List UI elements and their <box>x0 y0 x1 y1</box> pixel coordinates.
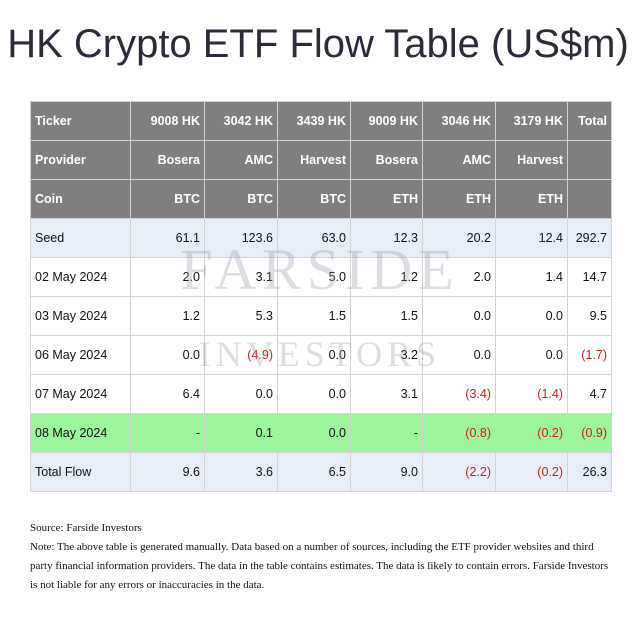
header-cell: AMC <box>204 140 278 180</box>
header-cell: AMC <box>422 140 496 180</box>
table-cell: 63.0 <box>277 218 351 258</box>
header-cell: Harvest <box>495 140 568 180</box>
header-cell: 9009 HK <box>350 101 423 141</box>
table-cell: 5.3 <box>204 296 278 336</box>
table-row: 06 May 2024 0.0 (4.9) 0.0 3.2 0.0 0.0 (1.7) <box>30 335 612 375</box>
table-cell: - <box>350 413 423 453</box>
row-label: 07 May 2024 <box>30 374 131 414</box>
page-title: HK Crypto ETF Flow Table (US$m) <box>7 22 629 66</box>
table-row: 03 May 2024 1.2 5.3 1.5 1.5 0.0 0.0 9.5 <box>30 296 612 336</box>
source-note: Source: Farside Investors <box>30 522 142 534</box>
row-label: 02 May 2024 <box>30 257 131 297</box>
header-cell: Ticker <box>30 101 131 141</box>
header-cell: Bosera <box>350 140 423 180</box>
table-row: Seed 61.1 123.6 63.0 12.3 20.2 12.4 292.7 <box>30 218 612 258</box>
header-cell: Total <box>567 101 612 141</box>
row-label: 06 May 2024 <box>30 335 131 375</box>
table-cell: (3.4) <box>422 374 496 414</box>
table-cell: 12.3 <box>350 218 423 258</box>
table-cell: 0.0 <box>277 335 351 375</box>
table-row: 08 May 2024-0.1 0.0- (0.8) (0.2) (0.9) <box>30 413 612 453</box>
table-cell: (1.7) <box>567 335 612 375</box>
disclaimer-note: Note: The above table is generated manua… <box>30 541 609 591</box>
table-cell: 0.0 <box>422 296 496 336</box>
header-cell: 3439 HK <box>277 101 351 141</box>
table-cell: 0.0 <box>277 374 351 414</box>
header-cell: BTC <box>204 179 278 219</box>
header-cell: 3179 HK <box>495 101 568 141</box>
table-cell: (2.2) <box>422 452 496 492</box>
table-cell: 9.6 <box>130 452 205 492</box>
header-cell: 3046 HK <box>422 101 496 141</box>
table-cell: 123.6 <box>204 218 278 258</box>
header-row: Coin BTC BTC BTC ETH ETH ETH <box>30 179 612 219</box>
table-cell: 9.5 <box>567 296 612 336</box>
table-cell: 5.0 <box>277 257 351 297</box>
table-cell: 20.2 <box>422 218 496 258</box>
table-cell: (0.2) <box>495 452 568 492</box>
header-row: Ticker 9008 HK 3042 HK 3439 HK 9009 HK 3046 H… <box>30 101 612 141</box>
table-cell: 2.0 <box>130 257 205 297</box>
header-cell: ETH <box>422 179 496 219</box>
header-cell: Coin <box>30 179 131 219</box>
row-label: Total Flow <box>30 452 131 492</box>
table-cell: 3.1 <box>350 374 423 414</box>
table-cell: 0.0 <box>495 335 568 375</box>
table-cell: 6.4 <box>130 374 205 414</box>
table-cell: 26.3 <box>567 452 612 492</box>
table-cell: 14.7 <box>567 257 612 297</box>
table-row: 02 May 2024 2.0 3.1 5.0 1.2 2.0 1.4 14.7 <box>30 257 612 297</box>
row-label: 08 May 2024 <box>30 413 131 453</box>
table-cell: (1.4) <box>495 374 568 414</box>
table-cell: 2.0 <box>422 257 496 297</box>
table-cell: 3.6 <box>204 452 278 492</box>
table-cell: 3.2 <box>350 335 423 375</box>
table-cell: (0.8) <box>422 413 496 453</box>
table-cell: (0.2) <box>495 413 568 453</box>
etf-flow-table: Ticker 9008 HK 3042 HK 3439 HK 9009 HK 3046 H… <box>30 101 612 492</box>
header-cell <box>567 179 612 219</box>
table-cell: (0.9) <box>567 413 612 453</box>
table-cell: 0.0 <box>204 374 278 414</box>
table-cell: 6.5 <box>277 452 351 492</box>
footnotes: Source: Farside Investors Note: The abov… <box>30 519 610 595</box>
table-cell: 0.0 <box>495 296 568 336</box>
table-cell: 3.1 <box>204 257 278 297</box>
table-cell: 61.1 <box>130 218 205 258</box>
table-row: Total Flow 9.6 3.6 6.5 9.0 (2.2) (0.2) 26.3 <box>30 452 612 492</box>
table-cell: 0.0 <box>422 335 496 375</box>
header-cell: Harvest <box>277 140 351 180</box>
table-cell: 12.4 <box>495 218 568 258</box>
table-cell: 4.7 <box>567 374 612 414</box>
header-cell: BTC <box>130 179 205 219</box>
header-cell: BTC <box>277 179 351 219</box>
table-cell: 0.0 <box>130 335 205 375</box>
table-cell: 1.2 <box>130 296 205 336</box>
header-cell: Provider <box>30 140 131 180</box>
row-label: Seed <box>30 218 131 258</box>
header-cell: 3042 HK <box>204 101 278 141</box>
table-cell: 1.5 <box>350 296 423 336</box>
table-cell: 1.2 <box>350 257 423 297</box>
header-cell: ETH <box>350 179 423 219</box>
table-cell: 292.7 <box>567 218 612 258</box>
table-cell: 9.0 <box>350 452 423 492</box>
header-cell: Bosera <box>130 140 205 180</box>
header-row: Provider Bosera AMC Harvest Bosera AMC Harvest <box>30 140 612 180</box>
table-row: 07 May 2024 6.4 0.0 0.0 3.1 (3.4) (1.4) 4.7 <box>30 374 612 414</box>
table-cell: - <box>130 413 205 453</box>
table-cell: 1.4 <box>495 257 568 297</box>
header-cell <box>567 140 612 180</box>
table-cell: 1.5 <box>277 296 351 336</box>
header-cell: ETH <box>495 179 568 219</box>
row-label: 03 May 2024 <box>30 296 131 336</box>
header-cell: 9008 HK <box>130 101 205 141</box>
table-cell: (4.9) <box>204 335 278 375</box>
table-cell: 0.0 <box>277 413 351 453</box>
table-cell: 0.1 <box>204 413 278 453</box>
